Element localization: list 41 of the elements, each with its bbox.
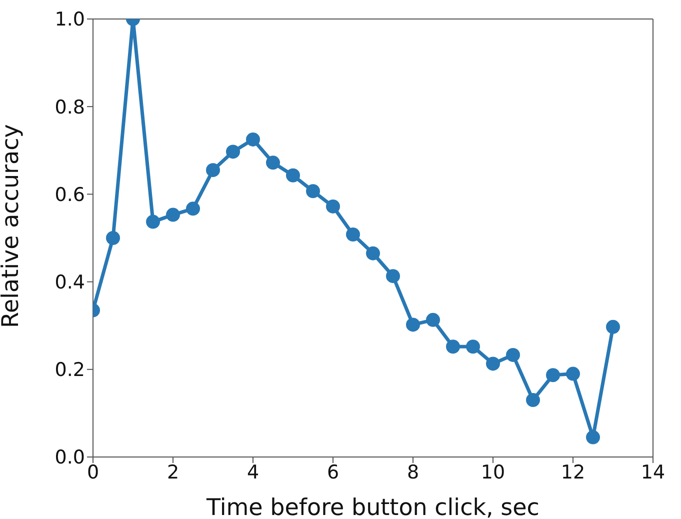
- point: [386, 269, 400, 284]
- x-tick-label: 6: [326, 461, 340, 484]
- y-axis-title: Relative accuracy: [0, 124, 24, 328]
- y-tick-label: 0.8: [54, 96, 85, 118]
- point: [506, 348, 520, 362]
- point: [146, 214, 160, 229]
- point: [206, 163, 220, 178]
- y-tick-label: 0.4: [54, 272, 85, 294]
- x-tick-label: 8: [406, 461, 420, 484]
- point: [446, 340, 460, 354]
- x-tick-label: 2: [166, 461, 180, 484]
- y-tick-label: 0.6: [54, 184, 85, 206]
- point: [346, 227, 360, 242]
- x-axis-title: Time before button click, sec: [206, 495, 540, 519]
- point: [546, 368, 560, 382]
- point: [486, 356, 500, 371]
- x-tick-label: 0: [86, 461, 100, 484]
- point: [306, 184, 320, 198]
- point: [406, 318, 420, 332]
- point: [526, 393, 540, 408]
- point: [326, 199, 340, 214]
- x-tick-label: 10: [480, 461, 506, 484]
- y-tick-label: 0.0: [54, 446, 85, 469]
- x-tick-label: 4: [246, 461, 260, 484]
- point: [466, 340, 480, 354]
- point: [246, 132, 260, 146]
- y-tick-label: 0.2: [54, 359, 85, 382]
- y-tick-label: 1.0: [54, 8, 85, 31]
- point: [266, 156, 280, 170]
- point: [366, 246, 380, 260]
- x-tick-label: 12: [560, 461, 586, 484]
- point: [606, 320, 620, 334]
- x-tick-label: 14: [640, 461, 666, 484]
- point: [226, 144, 240, 159]
- point: [426, 312, 440, 327]
- point: [586, 430, 600, 444]
- point: [166, 208, 180, 222]
- point: [186, 202, 200, 216]
- point: [566, 366, 580, 381]
- point: [106, 231, 120, 245]
- point: [286, 168, 300, 182]
